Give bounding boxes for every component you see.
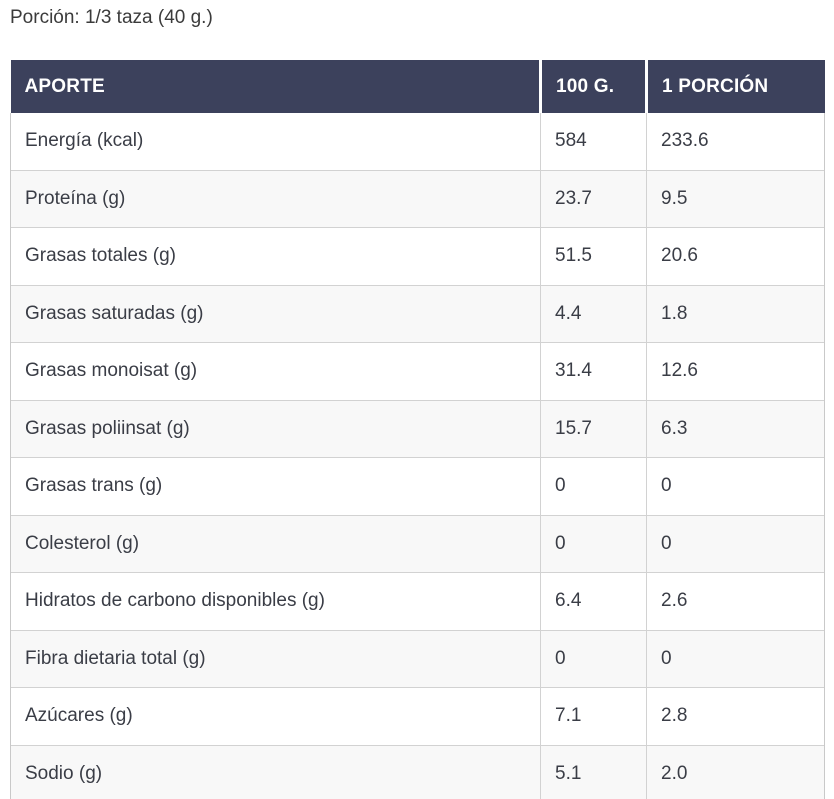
value-per-portion: 0: [646, 514, 825, 573]
nutrient-label: Azúcares (g): [10, 687, 541, 745]
value-per-100g: 31.4: [540, 342, 647, 400]
table-row: Grasas monoisat (g) 31.4 12.6: [10, 342, 825, 400]
value-per-portion: 12.6: [646, 342, 825, 400]
column-header-aporte: APORTE: [10, 60, 541, 113]
value-per-portion: 2.6: [646, 572, 825, 630]
value-per-portion: 0: [646, 629, 825, 688]
table-row: Grasas trans (g) 0 0: [10, 457, 825, 515]
table-row: Sodio (g) 5.1 2.0: [10, 744, 825, 799]
value-per-100g: 7.1: [540, 687, 647, 745]
table-row: Azúcares (g) 7.1 2.8: [10, 687, 825, 745]
table-header-row: APORTE 100 G. 1 PORCIÓN: [10, 60, 825, 113]
value-per-portion: 9.5: [646, 169, 825, 228]
column-header-1porcion: 1 PORCIÓN: [645, 60, 825, 113]
nutrient-label: Grasas monoisat (g): [10, 342, 541, 400]
table-row: Proteína (g) 23.7 9.5: [10, 169, 825, 228]
value-per-100g: 15.7: [540, 399, 647, 458]
nutrient-label: Grasas poliinsat (g): [10, 399, 541, 458]
nutrient-label: Grasas trans (g): [10, 457, 541, 515]
table-row: Hidratos de carbono disponibles (g) 6.4 …: [10, 572, 825, 630]
table-row: Grasas saturadas (g) 4.4 1.8: [10, 284, 825, 343]
nutrient-label: Fibra dietaria total (g): [10, 629, 541, 688]
value-per-100g: 0: [540, 629, 647, 688]
table-row: Colesterol (g) 0 0: [10, 514, 825, 573]
nutrient-label: Grasas saturadas (g): [10, 284, 541, 343]
value-per-portion: 2.0: [646, 744, 825, 799]
nutrient-label: Grasas totales (g): [10, 227, 541, 285]
column-header-100g: 100 G.: [539, 60, 647, 113]
value-per-portion: 233.6: [646, 113, 825, 170]
table-row: Fibra dietaria total (g) 0 0: [10, 629, 825, 688]
nutrient-label: Colesterol (g): [10, 514, 541, 573]
value-per-100g: 0: [540, 457, 647, 515]
value-per-portion: 6.3: [646, 399, 825, 458]
nutrient-label: Hidratos de carbono disponibles (g): [10, 572, 541, 630]
portion-label: Porción: 1/3 taza (40 g.): [10, 7, 213, 28]
nutrient-label: Sodio (g): [10, 744, 541, 799]
value-per-100g: 0: [540, 514, 647, 573]
nutrient-label: Energía (kcal): [10, 113, 541, 170]
value-per-portion: 20.6: [646, 227, 825, 285]
table-row: Energía (kcal) 584 233.6: [10, 113, 825, 170]
table-body: Energía (kcal) 584 233.6 Proteína (g) 23…: [10, 113, 825, 799]
value-per-portion: 2.8: [646, 687, 825, 745]
table-row: Grasas totales (g) 51.5 20.6: [10, 227, 825, 285]
nutrition-table: APORTE 100 G. 1 PORCIÓN Energía (kcal) 5…: [10, 60, 825, 799]
value-per-100g: 23.7: [540, 169, 647, 228]
nutrient-label: Proteína (g): [10, 169, 541, 228]
value-per-100g: 5.1: [540, 744, 647, 799]
value-per-100g: 4.4: [540, 284, 647, 343]
value-per-100g: 51.5: [540, 227, 647, 285]
value-per-portion: 0: [646, 457, 825, 515]
table-row: Grasas poliinsat (g) 15.7 6.3: [10, 399, 825, 458]
value-per-100g: 6.4: [540, 572, 647, 630]
value-per-100g: 584: [540, 113, 647, 170]
value-per-portion: 1.8: [646, 284, 825, 343]
